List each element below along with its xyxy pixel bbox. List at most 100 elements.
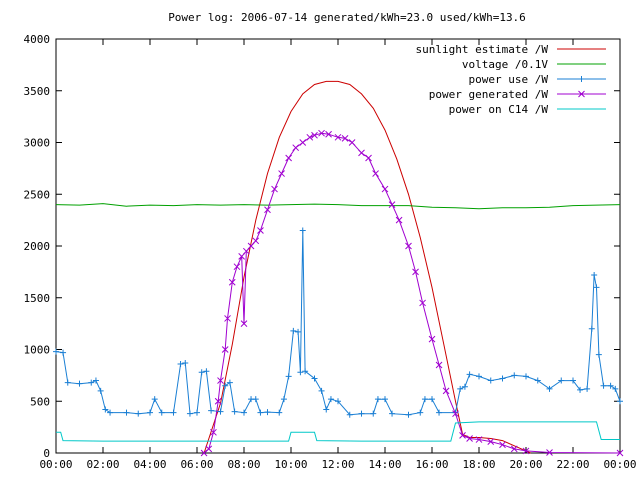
data-point — [203, 368, 210, 375]
data-point — [221, 346, 229, 353]
series-1 — [55, 203, 621, 210]
data-point — [290, 327, 297, 334]
y-tick-label: 3500 — [24, 85, 51, 98]
data-point — [53, 348, 59, 355]
series-4 — [56, 421, 620, 442]
data-point — [475, 436, 483, 443]
data-point — [417, 409, 424, 416]
data-point — [177, 360, 184, 367]
data-point — [107, 409, 114, 416]
x-tick-label: 00:00 — [39, 458, 72, 471]
data-point — [226, 379, 233, 386]
data-point — [436, 409, 443, 416]
data-point — [231, 408, 238, 415]
data-point — [210, 428, 217, 436]
data-point — [334, 133, 342, 141]
data-point — [205, 445, 213, 453]
data-point — [616, 449, 624, 457]
series-line — [203, 132, 621, 454]
data-point — [546, 449, 553, 456]
y-tick-label: 4000 — [24, 33, 51, 46]
x-tick-label: 16:00 — [415, 458, 448, 471]
data-point — [381, 185, 389, 193]
data-point — [182, 359, 189, 366]
series-line — [55, 203, 621, 210]
y-tick-label: 2000 — [24, 240, 51, 253]
data-point — [372, 170, 379, 177]
data-point — [405, 242, 412, 250]
chart-title: Power log: 2006-07-14 generated/kWh=23.0… — [168, 11, 526, 24]
data-point — [299, 227, 306, 234]
data-point — [570, 377, 576, 384]
series-0 — [203, 80, 531, 454]
data-point — [523, 373, 529, 380]
data-point — [511, 372, 518, 379]
data-point — [311, 131, 318, 139]
data-point — [335, 398, 341, 405]
data-point — [285, 373, 292, 380]
data-point — [487, 377, 494, 384]
data-point — [97, 387, 104, 394]
data-point — [194, 409, 200, 416]
data-point — [588, 325, 595, 332]
data-point — [102, 406, 109, 413]
series-3 — [200, 129, 624, 457]
data-point — [147, 409, 153, 416]
data-point — [135, 410, 142, 417]
legend-label: power on C14 /W — [449, 103, 549, 116]
data-point — [264, 409, 271, 416]
data-point — [459, 432, 466, 439]
data-point — [461, 383, 468, 390]
data-point — [92, 377, 99, 384]
series-layer — [53, 80, 624, 457]
data-point — [60, 349, 67, 356]
data-point — [151, 396, 158, 403]
data-point — [241, 409, 247, 416]
data-point — [405, 411, 412, 418]
data-point — [558, 377, 565, 384]
data-point — [252, 396, 259, 403]
data-point — [323, 406, 330, 413]
series-2 — [53, 227, 623, 418]
y-tick-label: 0 — [43, 447, 50, 460]
data-point — [295, 328, 302, 335]
data-point — [374, 396, 381, 403]
data-point — [466, 435, 473, 442]
axis-ticks: 0 500 1000 1500 2000 2500 3000 3500 4000 00:00 02:… — [24, 33, 637, 471]
data-point — [64, 379, 71, 386]
data-point — [499, 375, 506, 382]
y-tick-label: 500 — [30, 395, 50, 408]
data-point — [388, 201, 396, 208]
data-point — [224, 315, 231, 322]
data-point — [510, 445, 518, 453]
data-point — [214, 397, 222, 405]
data-point — [170, 409, 177, 416]
data-point — [584, 385, 591, 392]
data-point — [285, 154, 293, 162]
data-point — [487, 438, 495, 445]
data-point — [217, 408, 224, 415]
data-point — [278, 170, 285, 177]
data-point — [600, 382, 607, 389]
legend: sunlight estimate /W voltage /0.1V power u… — [416, 43, 606, 116]
data-point — [123, 409, 130, 416]
plot-frame — [55, 38, 621, 454]
data-point — [306, 133, 314, 141]
data-point — [311, 375, 318, 382]
data-point — [228, 278, 236, 286]
data-point — [522, 447, 530, 455]
data-point — [325, 130, 332, 138]
x-tick-label: 08:00 — [227, 458, 260, 471]
data-point — [252, 237, 260, 245]
data-point — [419, 299, 426, 307]
data-point — [222, 382, 229, 389]
x-tick-label: 20:00 — [509, 458, 542, 471]
y-tick-label: 3000 — [24, 137, 51, 150]
data-point — [280, 396, 287, 403]
data-point — [297, 369, 304, 376]
data-point — [186, 410, 193, 417]
data-point — [257, 409, 264, 416]
legend-label: sunlight estimate /W — [416, 43, 549, 56]
x-tick-label: 18:00 — [462, 458, 495, 471]
